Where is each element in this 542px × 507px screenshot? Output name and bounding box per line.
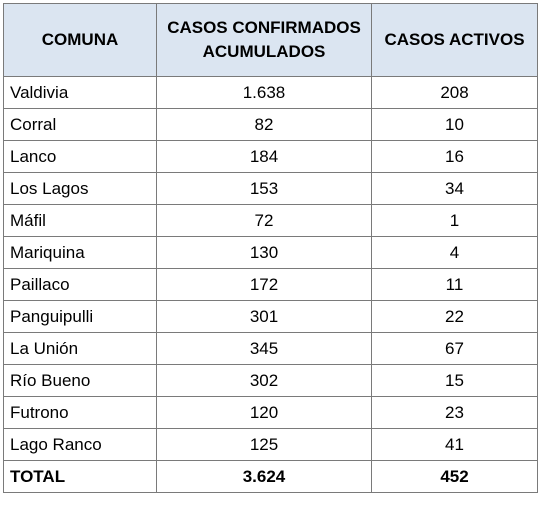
table-row: Paillaco 172 11 xyxy=(3,268,538,301)
cell-activos: 41 xyxy=(371,428,538,461)
cell-comuna: Lanco xyxy=(3,140,157,173)
cell-confirmados: 1.638 xyxy=(156,76,372,109)
cell-comuna: Máfil xyxy=(3,204,157,237)
cell-confirmados: 345 xyxy=(156,332,372,365)
header-confirmados-line1: CASOS CONFIRMADOS xyxy=(167,18,361,37)
table-row: Futrono 120 23 xyxy=(3,396,538,429)
cell-confirmados: 120 xyxy=(156,396,372,429)
cell-activos: 22 xyxy=(371,300,538,333)
cell-comuna: Futrono xyxy=(3,396,157,429)
cell-confirmados: 72 xyxy=(156,204,372,237)
cell-comuna: La Unión xyxy=(3,332,157,365)
table-row: Corral 82 10 xyxy=(3,108,538,141)
cell-activos: 15 xyxy=(371,364,538,397)
cell-activos: 11 xyxy=(371,268,538,301)
table-row: Panguipulli 301 22 xyxy=(3,300,538,333)
cell-activos: 1 xyxy=(371,204,538,237)
cell-comuna: Lago Ranco xyxy=(3,428,157,461)
header-row: COMUNA CASOS CONFIRMADOS ACUMULADOS CASO… xyxy=(3,3,538,77)
total-activos: 452 xyxy=(371,460,538,493)
cell-confirmados: 130 xyxy=(156,236,372,269)
cell-confirmados: 125 xyxy=(156,428,372,461)
cell-confirmados: 302 xyxy=(156,364,372,397)
header-comuna: COMUNA xyxy=(3,3,157,77)
total-row: TOTAL 3.624 452 xyxy=(3,460,538,493)
cell-activos: 67 xyxy=(371,332,538,365)
cell-comuna: Corral xyxy=(3,108,157,141)
cases-table: COMUNA CASOS CONFIRMADOS ACUMULADOS CASO… xyxy=(3,3,538,493)
table-row: Valdivia 1.638 208 xyxy=(3,76,538,109)
cell-confirmados: 184 xyxy=(156,140,372,173)
header-confirmados-line2: ACUMULADOS xyxy=(202,42,326,61)
cell-confirmados: 82 xyxy=(156,108,372,141)
total-confirmados: 3.624 xyxy=(156,460,372,493)
cell-activos: 4 xyxy=(371,236,538,269)
cell-confirmados: 301 xyxy=(156,300,372,333)
cell-activos: 10 xyxy=(371,108,538,141)
cell-activos: 16 xyxy=(371,140,538,173)
cell-confirmados: 153 xyxy=(156,172,372,205)
table-row: Los Lagos 153 34 xyxy=(3,172,538,205)
cell-confirmados: 172 xyxy=(156,268,372,301)
cell-activos: 23 xyxy=(371,396,538,429)
cell-activos: 34 xyxy=(371,172,538,205)
cell-comuna: Paillaco xyxy=(3,268,157,301)
header-activos: CASOS ACTIVOS xyxy=(371,3,538,77)
cell-activos: 208 xyxy=(371,76,538,109)
table-row: Lago Ranco 125 41 xyxy=(3,428,538,461)
cell-comuna: Los Lagos xyxy=(3,172,157,205)
cell-comuna: Mariquina xyxy=(3,236,157,269)
total-label: TOTAL xyxy=(3,460,157,493)
table-row: La Unión 345 67 xyxy=(3,332,538,365)
cell-comuna: Panguipulli xyxy=(3,300,157,333)
table-row: Río Bueno 302 15 xyxy=(3,364,538,397)
cell-comuna: Valdivia xyxy=(3,76,157,109)
table-row: Lanco 184 16 xyxy=(3,140,538,173)
table-row: Mariquina 130 4 xyxy=(3,236,538,269)
cell-comuna: Río Bueno xyxy=(3,364,157,397)
header-confirmados: CASOS CONFIRMADOS ACUMULADOS xyxy=(156,3,372,77)
table-row: Máfil 72 1 xyxy=(3,204,538,237)
